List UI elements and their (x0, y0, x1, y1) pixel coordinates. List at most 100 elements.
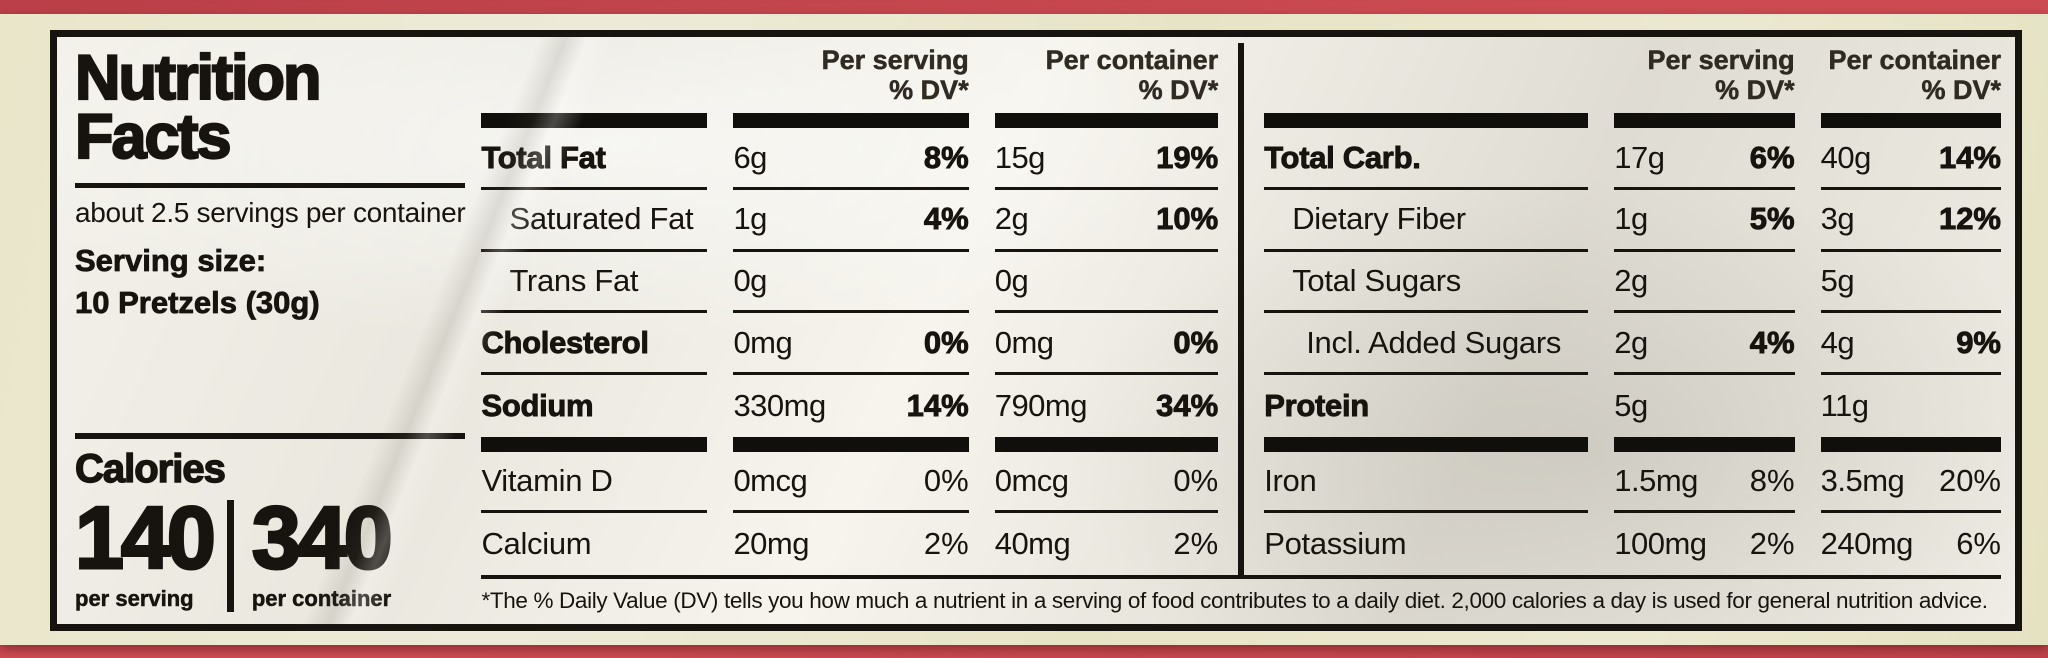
nutrition-label: Nutrition Facts about 2.5 servings per c… (50, 30, 2022, 631)
title-line-2: Facts (74, 102, 233, 173)
per-serving-amount: 20mg (733, 526, 809, 562)
per-container-amount: 240mg (1820, 526, 1914, 562)
per-container-amount: 40g (1820, 139, 1872, 175)
nutrient-row-saturated-fat: Saturated Fat 1g 4% 2g 10% (481, 190, 1219, 252)
nutrition-facts-title: Nutrition Facts (74, 43, 465, 173)
per-container-header: Per container % DV* (1828, 45, 2001, 106)
calories-per-serving-block: 140 per serving (74, 488, 218, 612)
per-serving-header: Per serving % DV* (821, 45, 969, 106)
nutrient-row-incl-added-sugars: Incl. Added Sugars 2g 4% 4g 9% (1264, 313, 2002, 376)
per-serving-amount: 2g (1614, 324, 1648, 360)
per-container-dv: 34% (1156, 387, 1219, 423)
per-serving-dv: 4% (1749, 324, 1795, 360)
per-serving-amount: 1g (1614, 201, 1648, 237)
nutrient-tables: Per serving % DV* Per container % DV* To… (475, 37, 2015, 624)
nutrient-row-sodium: Sodium 330mg 14% 790mg 34% (481, 375, 1219, 437)
nutrient-name: Trans Fat (509, 263, 639, 299)
per-container-dv: 12% (1938, 201, 2002, 237)
calories-divider (75, 433, 466, 440)
per-serving-dv: 8% (923, 139, 969, 175)
per-serving-dv: 0% (923, 324, 969, 360)
per-serving-dv: 2% (1749, 526, 1795, 562)
nutrient-name: Saturated Fat (509, 201, 694, 237)
per-serving-amount: 1g (733, 201, 767, 237)
section-divider-bar (1264, 436, 2001, 452)
calories-per-container-block: 340 per container (250, 488, 394, 612)
calories-label: Calories (74, 447, 226, 492)
nutrient-row-cholesterol: Cholesterol 0mg 0% 0mg 0% (481, 313, 1219, 376)
per-container-amount: 15g (994, 139, 1046, 175)
package-label-background: Nutrition Facts about 2.5 servings per c… (0, 14, 2048, 645)
column-headers-left: Per serving % DV* Per container % DV* (481, 41, 1218, 113)
per-serving-amount: 1.5mg (1614, 462, 1698, 498)
calories-section: 140 per serving 340 per container (74, 488, 465, 612)
nutrient-row-vitamin-d: Vitamin D 0mcg 0% 0mcg 0% (481, 452, 1219, 514)
nutrient-row-trans-fat: Trans Fat 0g 0g (481, 252, 1219, 314)
nutrient-row-calcium: Calcium 20mg 2% 40mg 2% (481, 513, 1218, 575)
per-serving-dv: 8% (1749, 462, 1795, 498)
per-serving-dv: 0% (923, 462, 969, 498)
per-container-dv: 0% (1173, 462, 1219, 498)
table-vertical-divider (1238, 43, 1245, 575)
per-serving-amount: 330mg (733, 387, 826, 423)
per-container-dv: 0% (1173, 324, 1219, 360)
per-container-header: Per container % DV* (1045, 45, 1219, 106)
per-container-amount: 0mcg (994, 462, 1069, 498)
serving-size-value: 10 Pretzels (30g) (75, 285, 320, 321)
per-serving-amount: 0mcg (733, 462, 808, 498)
dv-footnote: *The % Daily Value (DV) tells you how mu… (481, 575, 2001, 616)
per-container-dv: 2% (1173, 526, 1219, 562)
title-divider (75, 183, 466, 189)
section-divider-bar (1264, 113, 2001, 129)
nutrient-row-total-sugars: Total Sugars 2g 5g (1264, 252, 2001, 314)
per-serving-dv: 6% (1749, 139, 1795, 175)
per-serving-dv: 2% (923, 526, 969, 562)
per-container-amount: 40mg (994, 526, 1071, 562)
section-divider-bar (481, 113, 1219, 129)
nutrient-name: Potassium (1264, 526, 1407, 562)
calories-per-serving-caption: per serving (75, 586, 194, 612)
per-serving-dv: 4% (923, 201, 969, 237)
per-container-amount: 4g (1820, 324, 1855, 360)
section-divider-bar (481, 436, 1219, 452)
per-container-amount: 3.5mg (1820, 462, 1905, 498)
nutrient-row-protein: Protein 5g 11g (1264, 375, 2001, 437)
per-container-amount: 5g (1820, 263, 1855, 299)
per-serving-amount: 0mg (733, 324, 793, 360)
nutrient-table-left: Per serving % DV* Per container % DV* To… (481, 41, 1219, 575)
calories-per-serving-value: 140 (74, 488, 218, 588)
nutrient-name: Cholesterol (481, 324, 649, 360)
per-serving-amount: 2g (1614, 263, 1648, 299)
per-serving-amount: 6g (733, 139, 767, 175)
servings-per-container: about 2.5 servings per container (75, 197, 466, 229)
nutrient-tables-row: Per serving % DV* Per container % DV* To… (481, 41, 2001, 575)
nutrient-row-iron: Iron 1.5mg 8% 3.5mg 20% (1264, 452, 2001, 514)
nutrient-name: Total Fat (481, 139, 606, 175)
nutrient-name: Total Sugars (1292, 263, 1461, 299)
per-serving-amount: 0g (733, 263, 767, 299)
per-container-amount: 790mg (994, 387, 1088, 423)
nutrient-name: Vitamin D (481, 462, 613, 498)
title-line-1: Nutrition (74, 43, 323, 113)
nutrient-name: Iron (1264, 462, 1317, 498)
per-container-amount: 3g (1820, 201, 1855, 237)
column-headers-right: Per serving % DV* Per container % DV* (1264, 41, 2001, 113)
per-container-dv: 6% (1956, 526, 2001, 562)
per-container-amount: 2g (994, 201, 1029, 237)
nutrient-row-potassium: Potassium 100mg 2% 240mg 6% (1264, 513, 2001, 575)
per-serving-amount: 100mg (1614, 526, 1707, 562)
calories-per-container-value: 340 (250, 488, 394, 588)
per-container-amount: 0mg (994, 324, 1054, 360)
nutrient-name: Dietary Fiber (1292, 201, 1466, 237)
per-container-amount: 11g (1820, 387, 1869, 423)
per-serving-header: Per serving % DV* (1647, 45, 1795, 106)
nutrient-table-right: Per serving % DV* Per container % DV* To… (1264, 41, 2002, 575)
nutrient-name: Calcium (481, 526, 592, 562)
per-container-amount: 0g (994, 263, 1029, 299)
calories-vertical-divider (226, 500, 234, 612)
per-container-dv: 9% (1956, 324, 2002, 360)
per-serving-dv: 14% (906, 387, 969, 423)
per-serving-amount: 17g (1614, 139, 1665, 175)
per-container-dv: 19% (1156, 139, 1219, 175)
nutrition-facts-header: Nutrition Facts about 2.5 servings per c… (57, 37, 475, 624)
